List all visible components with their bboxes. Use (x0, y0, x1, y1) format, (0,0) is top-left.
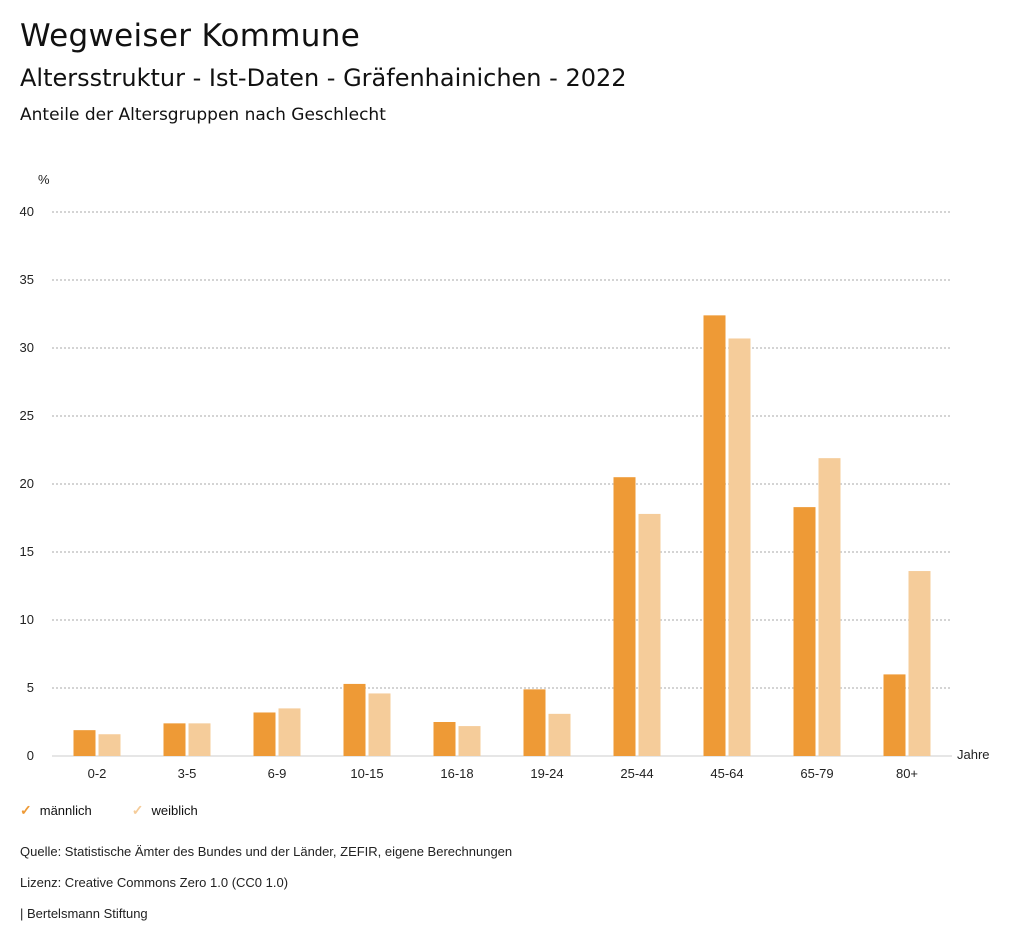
bar-männlich-6-9 (253, 712, 276, 756)
bar-weiblich-10-15 (368, 693, 391, 756)
bar-männlich-65-79 (793, 507, 816, 756)
bar-männlich-80+ (883, 674, 906, 756)
license-note: Lizenz: Creative Commons Zero 1.0 (CC0 1… (20, 875, 289, 890)
bar-chart: 0 5 10 15 20 25 30 35 40% 0-2 3-5 6-9 10-15 16-18 19-2… (20, 172, 990, 781)
x-tick-label: 10-15 (350, 766, 383, 781)
bar-weiblich-19-24 (548, 713, 571, 756)
checkmark-icon: ✓ (131, 802, 144, 818)
x-tick-label: 25-44 (620, 766, 653, 781)
y-axis-label: % (38, 172, 50, 187)
bar-weiblich-45-64 (728, 338, 751, 756)
legend-label-weiblich: weiblich (151, 803, 198, 818)
page-title: Wegweiser Kommune (20, 18, 361, 54)
y-tick-label: 40 (20, 204, 34, 219)
x-tick-label: 0-2 (88, 766, 107, 781)
chart-legend: ✓ männlich ✓ weiblich (20, 802, 198, 819)
x-tick-label: 16-18 (440, 766, 473, 781)
bar-männlich-16-18 (433, 722, 456, 756)
y-tick-label: 20 (20, 476, 34, 491)
bar-weiblich-65-79 (818, 458, 841, 756)
bar-männlich-19-24 (523, 689, 546, 756)
legend-label-maennlich: männlich (39, 803, 92, 818)
bar-weiblich-16-18 (458, 726, 481, 756)
y-tick-label: 25 (20, 408, 34, 423)
y-tick-label: 15 (20, 544, 34, 559)
y-tick-label: 0 (27, 748, 34, 763)
bar-weiblich-80+ (908, 571, 931, 756)
bar-männlich-10-15 (343, 683, 366, 756)
chart-description: Anteile der Altersgruppen nach Geschlech… (20, 105, 386, 125)
x-tick-label: 65-79 (800, 766, 833, 781)
checkmark-icon: ✓ (20, 802, 32, 818)
y-tick-label: 30 (20, 340, 34, 355)
x-tick-label: 80+ (896, 766, 918, 781)
y-tick-label: 35 (20, 272, 34, 287)
y-tick-label: 10 (20, 612, 34, 627)
bar-männlich-45-64 (703, 315, 726, 756)
x-tick-label: 6-9 (268, 766, 287, 781)
publisher-note: | Bertelsmann Stiftung (20, 906, 148, 921)
x-tick-label: 45-64 (710, 766, 743, 781)
bar-männlich-0-2 (73, 730, 96, 756)
source-note: Quelle: Statistische Ämter des Bundes un… (20, 844, 513, 859)
x-tick-label: 19-24 (530, 766, 563, 781)
bar-weiblich-0-2 (98, 734, 121, 756)
bar-männlich-3-5 (163, 723, 186, 756)
bar-weiblich-3-5 (188, 723, 211, 756)
bar-weiblich-25-44 (638, 513, 661, 756)
bar-männlich-25-44 (613, 477, 636, 756)
bar-weiblich-6-9 (278, 708, 301, 756)
chart-subtitle: Altersstruktur - Ist-Daten - Gräfenhaini… (20, 64, 627, 92)
x-tick-label: 3-5 (178, 766, 197, 781)
x-axis-label: Jahre (957, 747, 990, 762)
legend-item-maennlich[interactable]: ✓ männlich (20, 802, 92, 819)
y-tick-label: 5 (27, 680, 34, 695)
legend-item-weiblich[interactable]: ✓ weiblich (132, 802, 198, 819)
